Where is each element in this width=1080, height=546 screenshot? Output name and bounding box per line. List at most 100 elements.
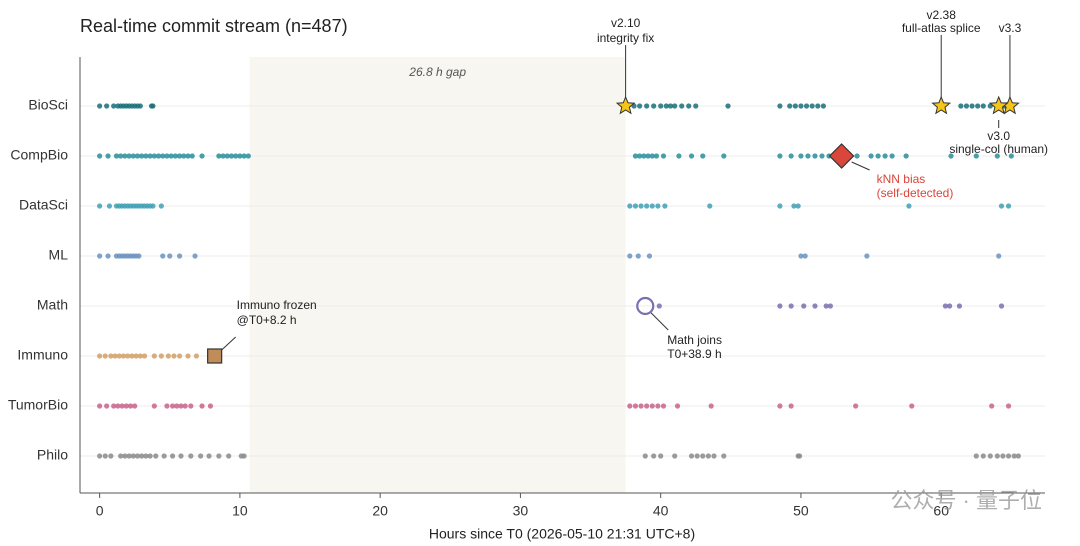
commit-point — [199, 153, 205, 159]
commit-point — [777, 153, 783, 159]
commit-point — [796, 453, 803, 459]
join-ring — [636, 296, 655, 316]
commit-point — [207, 403, 214, 409]
commit-point — [1005, 403, 1012, 409]
annotation-text: v2.38 — [927, 8, 957, 22]
commit-point — [178, 453, 184, 459]
commit-point — [632, 203, 639, 209]
commit-point — [798, 153, 804, 159]
commit-point — [189, 153, 195, 159]
commit-point — [798, 253, 804, 259]
annotation-text: kNN bias — [877, 172, 926, 186]
commit-point — [947, 303, 953, 309]
commit-point — [171, 353, 177, 359]
commit-point — [655, 403, 661, 409]
commit-point — [198, 453, 204, 459]
commit-point — [111, 103, 117, 109]
commit-point — [172, 153, 178, 159]
commit-point — [147, 453, 153, 459]
commit-point — [655, 203, 661, 209]
commit-point — [651, 103, 657, 109]
annotation-text: v2.10 — [611, 16, 641, 30]
commit-point — [989, 403, 995, 409]
commit-point — [815, 103, 821, 109]
commit-point — [788, 153, 794, 159]
commit-point — [126, 453, 132, 459]
commit-point — [120, 353, 127, 359]
commit-point — [809, 103, 815, 109]
commit-point — [672, 103, 678, 109]
commit-point — [686, 103, 692, 109]
commit-point — [658, 453, 664, 459]
watermark: 公众号 · 量子位 — [890, 488, 1042, 513]
commit-point — [97, 353, 103, 359]
x-axis-label: Hours since T0 (2026-05-10 21:31 UTC+8) — [429, 526, 695, 542]
commit-point — [705, 453, 711, 459]
commit-point — [185, 353, 191, 359]
commit-point — [206, 453, 212, 459]
chart-title: Real-time commit stream (n=487) — [80, 16, 348, 36]
commit-point — [118, 153, 124, 159]
commit-point — [802, 253, 808, 259]
commit-point — [975, 103, 981, 109]
annotation-text: integrity fix — [597, 31, 654, 45]
commit-point — [963, 103, 970, 109]
commit-point — [819, 153, 825, 159]
y-tick-label: BioSci — [28, 97, 68, 113]
commit-point — [812, 303, 818, 309]
commit-point — [224, 153, 230, 159]
commit-point — [980, 103, 986, 109]
annotation-leader — [649, 311, 669, 331]
commit-point — [996, 253, 1002, 259]
x-tick-label: 20 — [372, 503, 388, 519]
commit-point — [674, 403, 681, 409]
annotation-text: @T0+8.2 h — [237, 313, 297, 327]
commit-point — [889, 153, 895, 159]
commit-point — [694, 453, 700, 459]
commit-point — [711, 453, 717, 459]
commit-point — [700, 153, 706, 159]
commit-point — [998, 303, 1005, 309]
commit-point — [649, 403, 655, 409]
x-tick-label: 50 — [793, 503, 809, 519]
commit-point — [649, 153, 655, 159]
commit-point — [104, 403, 110, 409]
commit-point — [136, 253, 142, 259]
commit-point — [882, 153, 888, 159]
commit-point — [192, 253, 198, 259]
commit-point — [672, 453, 678, 459]
commit-point — [906, 203, 912, 209]
commit-point — [130, 153, 136, 159]
commit-point — [241, 453, 247, 459]
commit-point — [134, 153, 141, 159]
commit-point — [777, 103, 783, 109]
commit-point — [182, 403, 188, 409]
commit-point — [147, 153, 153, 159]
commit-point — [199, 403, 205, 409]
commit-point — [688, 153, 695, 159]
commit-point — [627, 203, 633, 209]
commit-point — [151, 153, 157, 159]
commit-point — [656, 303, 662, 309]
commit-point — [707, 203, 713, 209]
commit-point — [994, 453, 1000, 459]
commit-point — [104, 103, 110, 109]
commit-point — [108, 353, 114, 359]
commit-point — [168, 153, 174, 159]
commit-point — [812, 153, 818, 159]
commit-point — [998, 203, 1005, 209]
commit-point — [241, 153, 247, 159]
annotation-text: single-col (human) — [949, 142, 1048, 156]
commit-point — [909, 403, 915, 409]
commit-point — [102, 353, 108, 359]
x-tick-label: 30 — [513, 503, 529, 519]
commit-point — [130, 453, 136, 459]
commit-point — [973, 153, 979, 159]
commit-point — [118, 453, 124, 459]
commit-point — [178, 403, 184, 409]
commit-point — [663, 103, 669, 109]
commit-point — [97, 103, 103, 109]
commit-point — [143, 453, 149, 459]
commit-point — [116, 353, 122, 359]
